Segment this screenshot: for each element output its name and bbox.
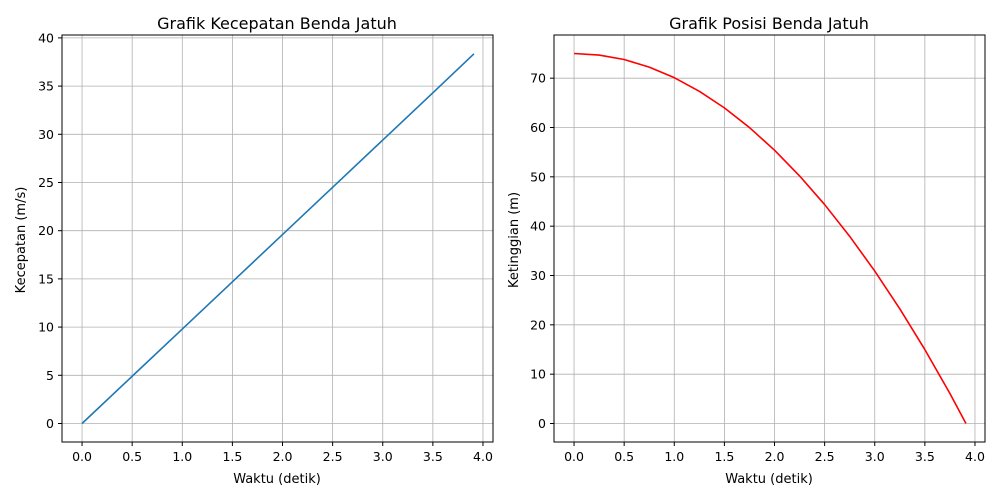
y-tick-label: 40: [38, 30, 54, 45]
x-tick-label: 2.0: [765, 449, 785, 464]
x-tick-label: 1.5: [714, 449, 734, 464]
x-tick-label: 2.0: [273, 449, 293, 464]
x-tick-label: 3.0: [373, 449, 393, 464]
y-tick-label: 60: [530, 120, 546, 135]
y-tick-label: 70: [530, 71, 546, 86]
velocity-chart-xlabel: Waktu (detik): [233, 472, 321, 487]
position-chart-xlabel: Waktu (detik): [725, 472, 813, 487]
y-tick-label: 5: [46, 368, 54, 383]
y-tick-label: 30: [38, 127, 54, 142]
x-tick-label: 3.5: [423, 449, 443, 464]
x-tick-label: 3.5: [915, 449, 935, 464]
x-tick-label: 1.0: [172, 449, 192, 464]
x-tick-label: 1.5: [222, 449, 242, 464]
y-tick-label: 10: [530, 367, 546, 382]
x-tick-label: 4.0: [965, 449, 985, 464]
x-tick-label: 2.5: [815, 449, 835, 464]
y-tick-label: 15: [38, 271, 54, 286]
y-tick-label: 10: [38, 320, 54, 335]
x-tick-label: 1.0: [664, 449, 684, 464]
velocity-chart-ylabel: Kecepatan (m/s): [14, 187, 29, 294]
position-chart-grid: [554, 35, 985, 442]
x-tick-label: 0.0: [564, 449, 584, 464]
y-tick-label: 0: [538, 416, 546, 431]
x-tick-label: 4.0: [473, 449, 493, 464]
position-chart-ylabel: Ketinggian (m): [507, 192, 522, 288]
position-chart-series-line: [574, 52, 967, 424]
x-tick-label: 0.5: [122, 449, 142, 464]
velocity-chart-title: Grafik Kecepatan Benda Jatuh: [157, 14, 397, 33]
y-tick-label: 30: [530, 268, 546, 283]
y-tick-label: 20: [38, 223, 54, 238]
y-tick-label: 0: [46, 416, 54, 431]
y-tick-label: 35: [38, 79, 54, 94]
velocity-chart-plot-frame: [61, 34, 494, 443]
y-tick-label: 25: [38, 175, 54, 190]
velocity-chart-series-line: [81, 53, 475, 425]
x-tick-label: 0.5: [614, 449, 634, 464]
position-chart-title: Grafik Posisi Benda Jatuh: [669, 14, 869, 33]
position-chart: Grafik Posisi Benda Jatuh Waktu (detik) …: [507, 14, 986, 487]
x-tick-label: 3.0: [865, 449, 885, 464]
x-tick-label: 2.5: [323, 449, 343, 464]
y-tick-label: 20: [530, 317, 546, 332]
x-tick-label: 0.0: [72, 449, 92, 464]
y-tick-label: 40: [530, 219, 546, 234]
y-tick-label: 50: [530, 169, 546, 184]
position-chart-plot-frame: [553, 34, 986, 443]
velocity-chart: Grafik Kecepatan Benda Jatuh Waktu (deti…: [14, 14, 494, 487]
